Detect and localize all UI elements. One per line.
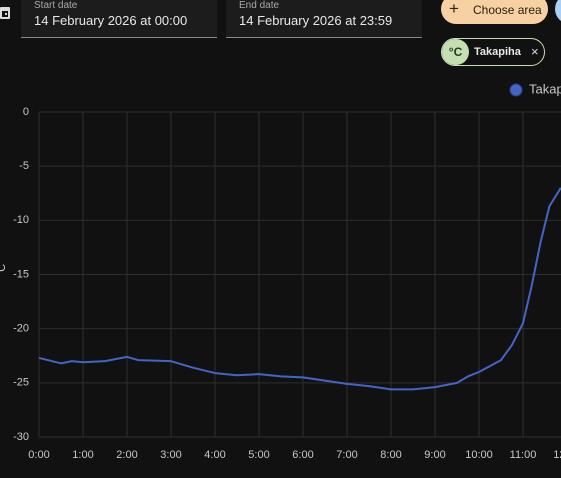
legend-label: Takapiha (529, 81, 561, 96)
x-tick-label: 7:00 (336, 449, 357, 461)
y-tick-label: -5 (19, 160, 29, 172)
series-line (38, 187, 561, 391)
entity-chip: °C Takapiha × (441, 38, 545, 66)
x-tick-label: 4:00 (204, 449, 225, 461)
chip-label: Takapiha (474, 46, 521, 58)
start-date-label: Start date (34, 0, 78, 11)
x-tick-label: 2:00 (116, 449, 137, 461)
y-tick-label: -10 (13, 214, 29, 226)
chip-remove[interactable]: × (531, 44, 539, 59)
x-tick-label: 0:00 (28, 449, 49, 461)
y-axis-label: °C (0, 264, 8, 276)
end-date-value: 14 February 2026 at 23:59 (239, 13, 393, 28)
start-date-value: 14 February 2026 at 00:00 (34, 13, 188, 28)
device-button[interactable] (555, 0, 561, 24)
start-date-field[interactable]: Start date 14 February 2026 at 00:00 (21, 0, 217, 38)
x-tick-label: 5:00 (248, 449, 269, 461)
x-tick-label: 8:00 (380, 449, 401, 461)
calendar-icon (0, 7, 10, 19)
x-tick-label: 1:00 (72, 449, 93, 461)
x-tick-label: 12:00 (553, 449, 561, 461)
plus-icon: + (449, 0, 459, 18)
x-tick-label: 3:00 (160, 449, 181, 461)
x-tick-label: 10:00 (465, 449, 493, 461)
y-tick-label: -15 (13, 268, 29, 280)
end-date-label: End date (239, 0, 280, 11)
choose-area-text: Choose area (473, 3, 542, 17)
choose-area-button[interactable]: + Choose area (441, 0, 548, 24)
x-tick-label: 6:00 (292, 449, 313, 461)
y-tick-label: 0 (23, 106, 29, 118)
end-date-field[interactable]: End date 14 February 2026 at 23:59 (226, 0, 422, 38)
y-tick-label: -25 (13, 377, 29, 389)
x-tick-label: 9:00 (424, 449, 445, 461)
legend-swatch (509, 83, 523, 97)
chip-icon: °C (442, 39, 469, 65)
y-tick-label: -20 (13, 323, 29, 335)
y-tick-label: -30 (13, 431, 29, 443)
x-tick-label: 11:00 (510, 449, 537, 461)
